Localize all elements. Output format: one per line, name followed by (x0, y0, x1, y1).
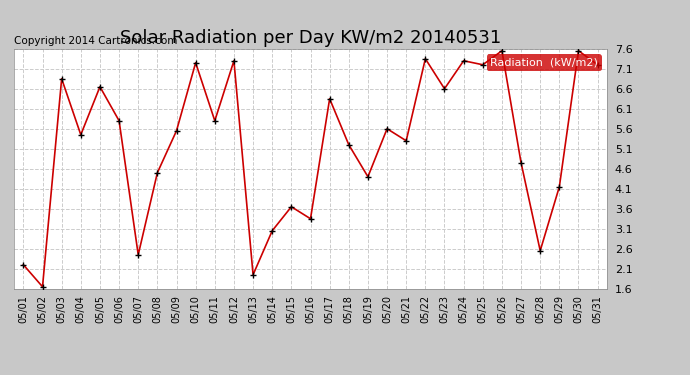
Legend: Radiation  (kW/m2): Radiation (kW/m2) (487, 54, 602, 71)
Title: Solar Radiation per Day KW/m2 20140531: Solar Radiation per Day KW/m2 20140531 (120, 29, 501, 47)
Text: Copyright 2014 Cartronics.com: Copyright 2014 Cartronics.com (14, 36, 177, 46)
